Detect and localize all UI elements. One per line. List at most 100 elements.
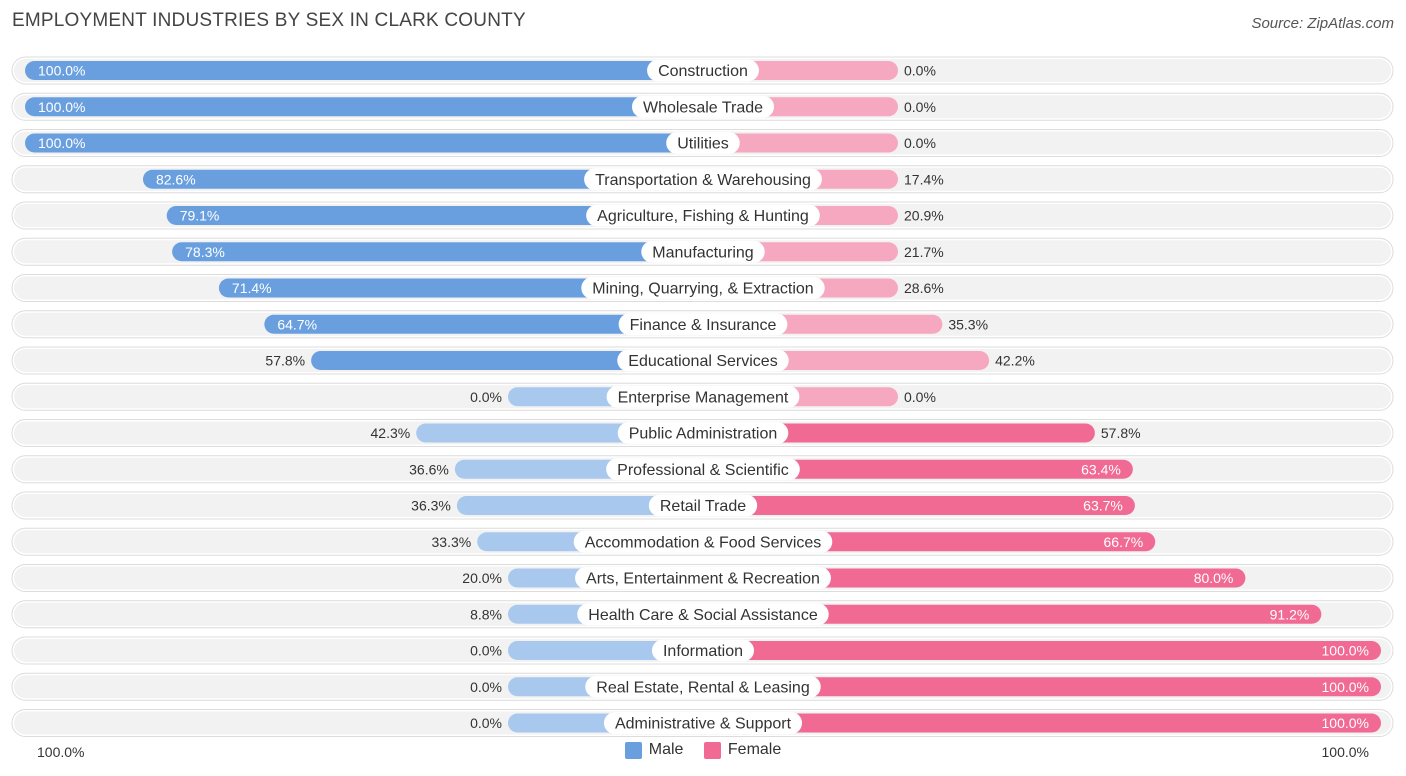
female-value-label: 100.0% bbox=[1322, 679, 1369, 695]
female-value-label: 63.4% bbox=[1081, 461, 1121, 477]
bar-row: 36.6% 63.4% Professional & Scientific bbox=[11, 455, 1394, 484]
category-label: Public Administration bbox=[629, 426, 778, 443]
legend-swatch-male bbox=[624, 741, 642, 759]
category-pill bbox=[577, 603, 829, 626]
bar-row: 82.6% 17.4% Transportation & Warehousing bbox=[11, 165, 1394, 194]
axis-left-label: 100.0% bbox=[37, 744, 85, 760]
male-bar bbox=[142, 169, 704, 189]
male-bar bbox=[311, 351, 703, 370]
female-value-label: 0.0% bbox=[904, 63, 936, 79]
male-value-label: 42.3% bbox=[371, 425, 411, 441]
male-value-label: 78.3% bbox=[185, 244, 225, 260]
female-value-label: 80.0% bbox=[1194, 570, 1234, 586]
axis-right-label: 100.0% bbox=[1321, 744, 1369, 760]
chart-title: EMPLOYMENT INDUSTRIES BY SEX IN CLARK CO… bbox=[12, 10, 526, 31]
male-value-label: 0.0% bbox=[470, 643, 502, 659]
female-bar bbox=[703, 423, 1095, 443]
category-label: Utilities bbox=[677, 136, 729, 153]
male-bar bbox=[456, 496, 703, 515]
bar-row: 0.0% 100.0% Administrative & Support bbox=[11, 709, 1394, 737]
female-bar bbox=[703, 604, 1322, 624]
category-pill bbox=[617, 349, 789, 372]
male-value-label: 100.0% bbox=[38, 135, 85, 151]
category-pill bbox=[641, 240, 765, 263]
male-value-label: 64.7% bbox=[277, 316, 317, 332]
female-value-label: 21.7% bbox=[904, 244, 944, 260]
category-pill bbox=[651, 639, 755, 662]
bar-row: 57.8% 42.2% Educational Services bbox=[11, 346, 1394, 375]
category-label: Educational Services bbox=[628, 353, 777, 370]
male-value-label: 36.3% bbox=[411, 498, 451, 514]
female-value-label: 20.9% bbox=[904, 208, 944, 224]
bar-row: 64.7% 35.3% Finance & Insurance bbox=[11, 310, 1394, 339]
category-pill bbox=[581, 277, 825, 299]
category-label: Wholesale Trade bbox=[643, 99, 763, 116]
female-value-label: 91.2% bbox=[1270, 606, 1310, 622]
category-label: Mining, Quarrying, & Extraction bbox=[592, 281, 813, 298]
female-value-label: 0.0% bbox=[904, 135, 936, 151]
bar-row: 79.1% 20.9% Agriculture, Fishing & Hunting bbox=[11, 201, 1394, 230]
bar-row: 71.4% 28.6% Mining, Quarrying, & Extractio… bbox=[11, 274, 1394, 302]
bar-row: 100.0% 0.0% Wholesale Trade bbox=[11, 92, 1394, 121]
female-bar bbox=[703, 459, 1133, 479]
male-bar bbox=[166, 206, 703, 225]
female-value-label: 57.8% bbox=[1101, 425, 1141, 441]
category-label: Real Estate, Rental & Leasing bbox=[596, 679, 809, 696]
male-value-label: 0.0% bbox=[470, 389, 502, 405]
male-value-label: 79.1% bbox=[180, 208, 220, 224]
category-pill bbox=[617, 422, 789, 444]
legend-label-male: Male bbox=[648, 741, 684, 758]
female-bar bbox=[703, 713, 1381, 733]
male-bar bbox=[264, 314, 703, 334]
male-value-label: 0.0% bbox=[470, 679, 502, 695]
bar-row: 36.3% 63.7% Retail Trade bbox=[11, 491, 1394, 520]
female-value-label: 17.4% bbox=[904, 171, 944, 187]
bar-row: 0.0% 100.0% Information bbox=[11, 636, 1394, 665]
category-label: Professional & Scientific bbox=[617, 462, 789, 479]
category-label: Arts, Entertainment & Recreation bbox=[586, 571, 820, 588]
male-bar bbox=[25, 97, 703, 117]
category-pill bbox=[648, 494, 758, 517]
male-value-label: 0.0% bbox=[470, 715, 502, 731]
category-label: Manufacturing bbox=[652, 244, 753, 261]
category-label: Finance & Insurance bbox=[630, 317, 777, 334]
male-bar bbox=[25, 61, 703, 80]
female-value-label: 100.0% bbox=[1322, 715, 1369, 731]
category-label: Transportation & Warehousing bbox=[595, 172, 811, 189]
category-pill bbox=[575, 567, 831, 589]
category-pill bbox=[631, 95, 775, 118]
bar-row: 0.0% 100.0% Real Estate, Rental & Leasing bbox=[11, 672, 1394, 701]
female-value-label: 100.0% bbox=[1322, 643, 1369, 659]
female-bar bbox=[703, 133, 898, 153]
male-value-label: 71.4% bbox=[232, 280, 272, 296]
legend-label-female: Female bbox=[727, 741, 782, 758]
female-value-label: 0.0% bbox=[904, 99, 936, 115]
category-pill bbox=[647, 59, 759, 82]
female-value-label: 28.6% bbox=[904, 280, 944, 296]
bar-row: 100.0% 0.0% Utilities bbox=[11, 129, 1394, 157]
category-pill bbox=[585, 675, 821, 698]
female-bar bbox=[703, 677, 1381, 697]
bar-row: 33.3% 66.7% Accommodation & Food Services bbox=[11, 527, 1394, 556]
category-pill bbox=[603, 712, 803, 734]
category-pill bbox=[606, 385, 800, 408]
bar-row: 8.8% 91.2% Health Care & Social Assistance bbox=[11, 600, 1394, 629]
male-value-label: 100.0% bbox=[38, 99, 85, 115]
category-label: Retail Trade bbox=[660, 498, 746, 515]
category-pill bbox=[618, 313, 788, 336]
female-value-label: 42.2% bbox=[995, 353, 1035, 369]
female-value-label: 66.7% bbox=[1104, 534, 1144, 550]
category-label: Health Care & Social Assistance bbox=[588, 607, 818, 624]
category-label: Accommodation & Food Services bbox=[585, 534, 822, 551]
category-pill bbox=[606, 458, 800, 481]
male-value-label: 100.0% bbox=[38, 63, 85, 79]
category-pill bbox=[666, 132, 740, 154]
category-label: Enterprise Management bbox=[618, 389, 789, 406]
category-label: Information bbox=[663, 643, 743, 660]
male-value-label: 82.6% bbox=[156, 171, 196, 187]
bar-row: 42.3% 57.8% Public Administration bbox=[11, 419, 1394, 447]
category-pill bbox=[584, 168, 822, 191]
bar-row: 20.0% 80.0% Arts, Entertainment & Recreati… bbox=[11, 564, 1394, 592]
male-value-label: 20.0% bbox=[462, 570, 502, 586]
male-bar bbox=[218, 278, 703, 298]
